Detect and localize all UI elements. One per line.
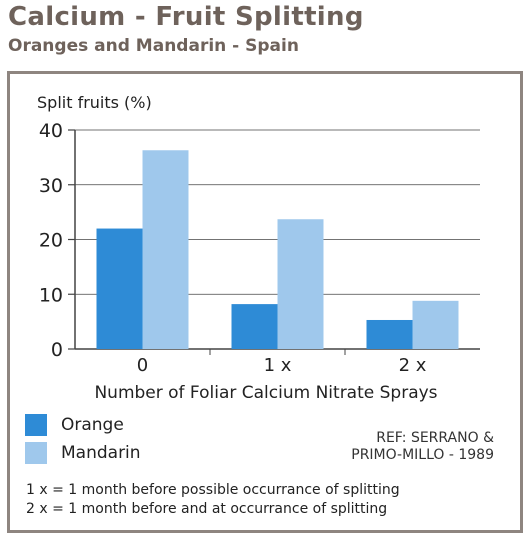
bar-orange (366, 319, 413, 349)
legend-swatch-mandarin (25, 442, 47, 464)
reference-line-1: REF: SERRANO & (376, 430, 494, 446)
footnote-1: 1 x = 1 month before possible occurrance… (26, 482, 400, 498)
legend-label-orange: Orange (61, 415, 124, 435)
bar-mandarin (277, 219, 324, 349)
x-tick-label: 2 x (399, 355, 427, 376)
reference-citation: REF: SERRANO & PRIMO-MILLO - 1989 (351, 430, 494, 464)
chart-frame (7, 71, 523, 533)
legend-swatch-orange (25, 414, 47, 436)
bar-orange (96, 228, 143, 349)
legend-item-mandarin: Mandarin (25, 442, 141, 464)
chart-subtitle: Oranges and Mandarin - Spain (8, 36, 299, 56)
y-tick-label: 10 (39, 284, 63, 306)
y-tick-label: 20 (39, 230, 63, 252)
reference-line-2: PRIMO-MILLO - 1989 (351, 447, 494, 463)
y-tick-label: 40 (39, 120, 63, 142)
x-axis-label: Number of Foliar Calcium Nitrate Sprays (94, 383, 437, 403)
y-tick-label: 0 (51, 339, 63, 361)
y-axis-label: Split fruits (%) (37, 93, 152, 112)
legend-item-orange: Orange (25, 414, 124, 436)
x-tick-label: 1 x (264, 355, 292, 376)
y-tick-label: 30 (39, 175, 63, 197)
legend-label-mandarin: Mandarin (61, 443, 141, 463)
bar-orange (231, 304, 278, 349)
chart-title: Calcium - Fruit Splitting (8, 2, 364, 32)
bar-mandarin (412, 300, 459, 349)
x-tick-label: 0 (137, 355, 148, 376)
bar-mandarin (142, 150, 189, 349)
footnote-2: 2 x = 1 month before and at occurrance o… (26, 501, 388, 517)
